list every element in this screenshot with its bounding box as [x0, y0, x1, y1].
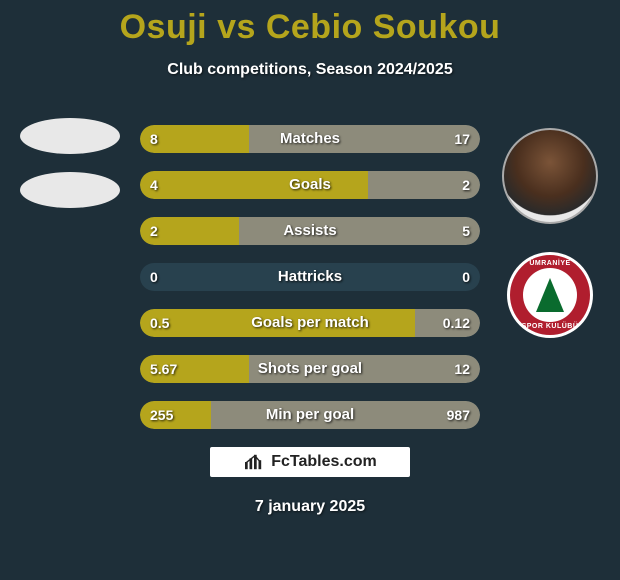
stat-row: 817Matches — [140, 125, 480, 153]
stat-row: 25Assists — [140, 217, 480, 245]
right-club-badge: ÜMRANİYE SPOR KULÜBÜ — [507, 252, 593, 338]
badge-inner — [523, 268, 577, 322]
stat-row: 42Goals — [140, 171, 480, 199]
stat-label: Matches — [140, 125, 480, 153]
logo-text: FcTables.com — [271, 453, 377, 471]
stat-label: Goals — [140, 171, 480, 199]
stat-row: 5.6712Shots per goal — [140, 355, 480, 383]
stat-row: 255987Min per goal — [140, 401, 480, 429]
badge-text-bottom: SPOR KULÜBÜ — [522, 323, 579, 330]
page-title: Osuji vs Cebio Soukou — [0, 0, 620, 47]
left-club-badge-placeholder — [20, 172, 120, 208]
stat-label: Goals per match — [140, 309, 480, 337]
stat-row: 0.50.12Goals per match — [140, 309, 480, 337]
comparison-card: Osuji vs Cebio Soukou Club competitions,… — [0, 0, 620, 580]
source-logo: FcTables.com — [210, 447, 410, 477]
badge-text-top: ÜMRANİYE — [529, 260, 570, 267]
right-player-column: ÜMRANİYE SPOR KULÜBÜ — [490, 128, 610, 338]
stat-label: Shots per goal — [140, 355, 480, 383]
stat-row: 00Hattricks — [140, 263, 480, 291]
stat-bars: 817Matches 42Goals 25Assists 00Hattricks 0.5… — [140, 125, 480, 447]
right-player-photo — [502, 128, 598, 224]
tree-icon — [536, 278, 564, 312]
chart-icon — [243, 453, 265, 471]
stat-label: Assists — [140, 217, 480, 245]
subtitle: Club competitions, Season 2024/2025 — [0, 61, 620, 79]
left-player-photo-placeholder — [20, 118, 120, 154]
stat-label: Min per goal — [140, 401, 480, 429]
date-text: 7 january 2025 — [0, 498, 620, 516]
left-player-column — [10, 118, 130, 226]
stat-label: Hattricks — [140, 263, 480, 291]
